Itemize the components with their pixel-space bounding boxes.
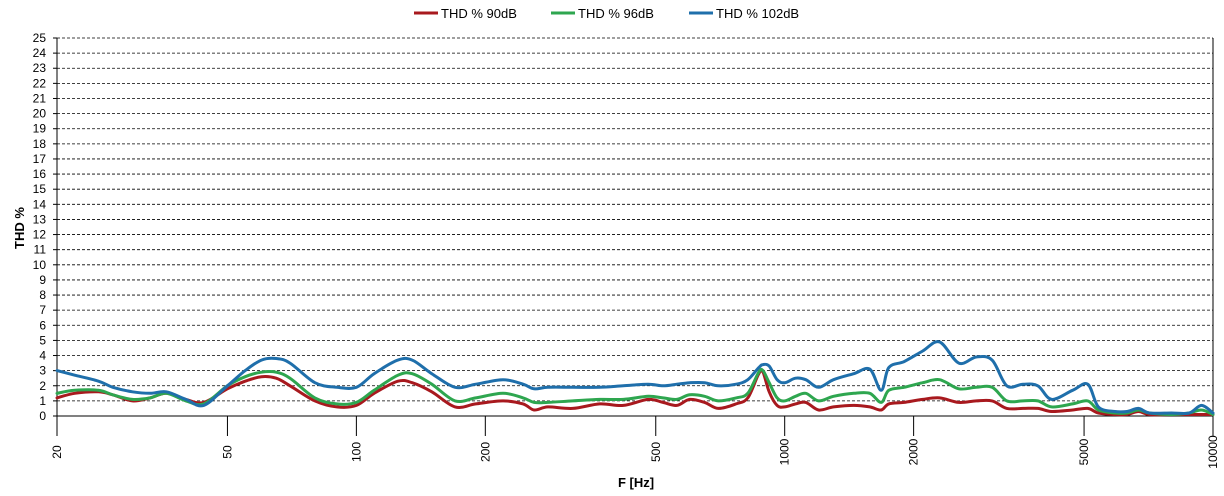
series-line-thd-102db — [55, 340, 1215, 416]
y-tick-label: 8 — [39, 288, 46, 302]
x-tick-label: 50 — [220, 445, 234, 459]
x-tick-label: 10000 — [1206, 435, 1220, 469]
x-tick-label: 100 — [349, 442, 363, 462]
y-tick-label: 7 — [39, 303, 46, 317]
y-tick-label: 4 — [39, 349, 46, 363]
y-tick-label: 11 — [34, 243, 47, 257]
y-tick-label: 25 — [33, 31, 47, 45]
y-tick-label: 5 — [39, 333, 46, 347]
legend-label-thd-90db: THD % 90dB — [441, 6, 517, 21]
y-tick-label: 10 — [33, 258, 47, 272]
x-tick-labels: 20 50 100 200 500 1000 2000 5000 10000 — [50, 435, 1220, 469]
x-tick-label: 1000 — [778, 438, 792, 465]
y-tick-label: 20 — [33, 107, 47, 121]
legend-label-thd-102db: THD % 102dB — [716, 6, 799, 21]
legend: THD % 90dB THD % 96dB THD % 102dB — [414, 6, 799, 21]
y-axis-title: THD % — [12, 207, 27, 249]
x-tick-label: 20 — [50, 445, 64, 459]
x-axis-title: F [Hz] — [618, 475, 654, 490]
y-tick-label: 24 — [33, 46, 47, 60]
grid-lines — [57, 37, 1213, 402]
y-tick-label: 0 — [39, 409, 46, 423]
y-tick-label: 2 — [39, 379, 46, 393]
y-tick-label: 22 — [33, 76, 47, 90]
y-tick-label: 19 — [33, 122, 47, 136]
y-tick-label: 14 — [33, 197, 47, 211]
y-tick-label: 6 — [39, 318, 46, 332]
y-tick-label: 1 — [39, 394, 46, 408]
y-tick-label: 12 — [33, 228, 47, 242]
x-tick-label: 2000 — [907, 438, 921, 465]
x-tick-label: 5000 — [1077, 438, 1091, 465]
x-tick-label: 200 — [478, 442, 492, 462]
series-line-thd-90db — [55, 368, 1215, 417]
legend-label-thd-96db: THD % 96dB — [578, 6, 654, 21]
y-tick-label: 23 — [33, 61, 47, 75]
y-tick-label: 3 — [39, 364, 46, 378]
y-tick-label: 13 — [33, 212, 47, 226]
y-tick-label: 16 — [33, 167, 47, 181]
y-tick-labels: 0123456789101112131415161718192021222324… — [33, 31, 47, 423]
axes — [53, 37, 1214, 436]
y-tick-label: 17 — [33, 152, 47, 166]
series-line-thd-96db — [55, 367, 1215, 416]
y-tick-label: 15 — [33, 182, 47, 196]
y-tick-label: 9 — [39, 273, 46, 287]
y-tick-label: 21 — [33, 91, 47, 105]
series-lines — [55, 340, 1215, 417]
y-tick-label: 18 — [33, 137, 47, 151]
x-tick-label: 500 — [649, 442, 663, 462]
